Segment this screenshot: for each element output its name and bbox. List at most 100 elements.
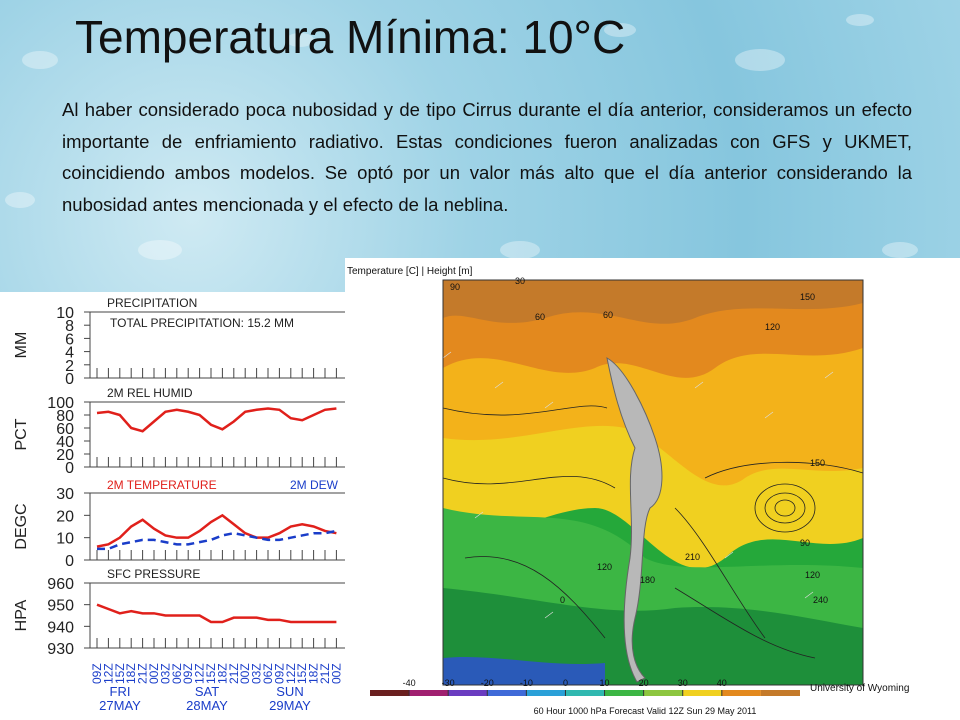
colorbar-label: -40 [403,678,416,688]
time-label: 12Z [101,663,115,684]
colorbar-label: -10 [520,678,533,688]
day-name: FRI [110,684,131,699]
slide-body: Al haber considerado poca nubosidad y de… [62,99,912,215]
time-label: 09Z [181,663,195,684]
time-label: 21Z [227,663,241,684]
contour-label: 150 [810,458,825,468]
map-title: Temperature [C] | Height [m] [347,266,473,277]
time-label: 09Z [272,663,286,684]
contour-label: 180 [640,575,655,585]
time-label: 12Z [193,663,207,684]
y-tick-label: 40 [56,434,74,451]
contour-label: 240 [813,595,828,605]
y-tick-label: 20 [56,508,74,525]
y-tick-label: 10 [56,305,74,322]
y-tick-label: 10 [56,531,74,548]
colorbar-band [760,690,800,696]
map-credit: University of Wyoming [810,683,909,694]
contour-label: 210 [685,552,700,562]
time-label: 00Z [329,663,343,684]
day-name: SUN [276,684,303,699]
contour-label: 30 [515,276,525,286]
contour-label: 120 [805,570,820,580]
colorbar-label: -30 [442,678,455,688]
series-line [96,407,337,433]
y-tick-label: 960 [47,576,74,593]
meteogram-background [0,292,345,720]
contour-label: 90 [800,538,810,548]
time-label: 03Z [158,663,172,684]
time-label: 00Z [147,663,161,684]
time-label: 18Z [307,663,321,684]
map-caption: 60 Hour 1000 hPa Forecast Valid 12Z Sun … [534,706,757,716]
y-tick-label: 940 [47,619,74,636]
y-tick-label: 20 [56,447,74,464]
panel-title: PRECIPITATION [107,296,197,310]
contour-label: 150 [800,292,815,302]
unit-label: HPA [13,599,30,631]
y-tick-label: 100 [47,395,74,412]
unit-label: PCT [13,418,30,450]
contour-label: 120 [597,562,612,572]
series-name: 2M DEW [290,478,339,492]
y-tick-label: 0 [65,553,74,570]
day-date: 27MAY [99,698,141,713]
series-line [96,513,337,548]
y-tick-label: 60 [56,421,74,438]
contour-label: 90 [450,282,460,292]
unit-label: MM [13,332,30,359]
time-label: 06Z [261,663,275,684]
time-label: 18Z [124,663,138,684]
colorbar-label: -20 [481,678,494,688]
day-date: 29MAY [269,698,311,713]
panel-title: SFC PRESSURE [107,567,200,581]
panel-subtitle: TOTAL PRECIPITATION: 15.2 MM [110,316,294,330]
y-tick-label: 0 [65,460,74,477]
y-tick-label: 2 [65,358,74,375]
colorbar-band [448,690,488,696]
panel-title: 2M REL HUMID [107,386,193,400]
colorbar-band [721,690,761,696]
time-label: 21Z [136,663,150,684]
time-label: 06Z [170,663,184,684]
day-date: 28MAY [186,698,228,713]
y-tick-label: 6 [65,331,74,348]
time-label: 15Z [113,663,127,684]
series-name: 2M TEMPERATURE [107,478,217,492]
colorbar-band [370,690,410,696]
y-tick-label: 930 [47,641,74,658]
colorbar-band [487,690,527,696]
time-label: 15Z [295,663,309,684]
series-line [96,603,337,624]
contour-label: 60 [535,312,545,322]
forecast-map: Temperature [C] | Height [m] -40 -30 -20 -10… [345,258,960,720]
unit-label: DEGC [13,503,30,549]
contour-label: 120 [765,322,780,332]
time-label: 09Z [90,663,104,684]
water-background [5,14,918,260]
time-label: 03Z [250,663,264,684]
colorbar-label: 30 [678,678,688,688]
slide-title: Temperatura Mínima: 10°C [75,11,626,63]
colorbar-label: 40 [717,678,727,688]
map-field [442,280,864,685]
series-line [97,529,337,551]
y-tick-label: 30 [56,486,74,503]
colorbar-band [409,690,449,696]
colorbar-band [565,690,605,696]
colorbar-band [643,690,683,696]
contour-label: 0 [560,595,565,605]
time-label: 00Z [238,663,252,684]
y-tick-label: 80 [56,408,74,425]
day-name: SAT [195,684,219,699]
y-tick-label: 4 [65,345,74,362]
time-label: 18Z [215,663,229,684]
time-label: 12Z [284,663,298,684]
colorbar-label: 0 [563,678,568,688]
colorbar-band [526,690,566,696]
y-tick-label: 0 [65,371,74,388]
y-tick-label: 950 [47,598,74,615]
colorbar-label: 10 [600,678,610,688]
